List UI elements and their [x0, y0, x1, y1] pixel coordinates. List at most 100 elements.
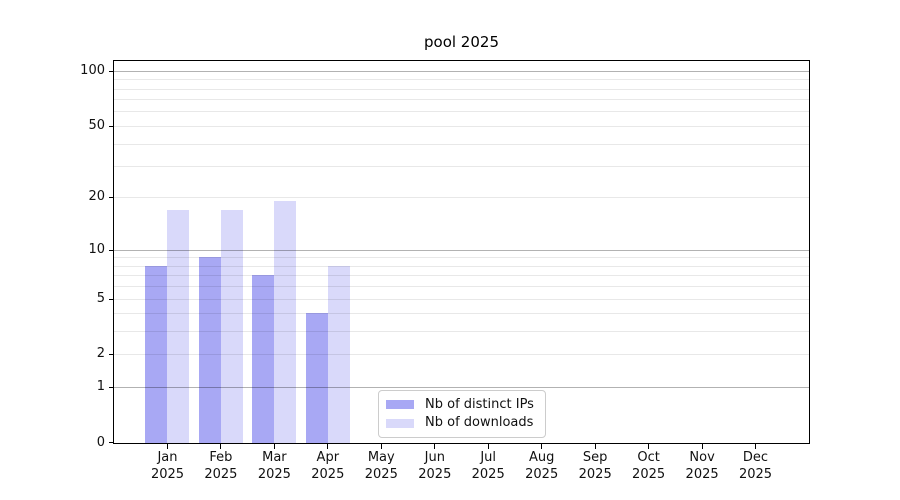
x-tick-year: 2025 [311, 467, 345, 482]
y-axis-tick-label: 100 [80, 62, 105, 78]
y-axis-tick-label: 1 [96, 379, 105, 395]
bar-downloads [274, 201, 297, 443]
x-tick-year: 2025 [525, 467, 559, 482]
legend-swatch-distinct-ips-icon [386, 400, 414, 410]
gridline-minor [114, 354, 809, 356]
y-axis-tick [109, 197, 114, 199]
y-axis-tick [109, 70, 114, 72]
x-tick-year: 2025 [738, 467, 773, 482]
y-axis-tick-label: 10 [88, 241, 105, 257]
gridline-minor [114, 197, 809, 199]
gridline-major [114, 387, 809, 389]
gridline-minor [114, 99, 809, 101]
legend: Nb of distinct IPs Nb of downloads [378, 390, 546, 438]
x-axis-tick-label: Oct 2025 [617, 449, 681, 483]
x-tick-month: May [367, 450, 395, 465]
bar-downloads [327, 265, 350, 443]
gridline-minor [114, 166, 809, 167]
x-axis-tick [167, 443, 168, 449]
x-axis-tick [434, 443, 436, 449]
x-axis-tick-label: Nov 2025 [670, 449, 734, 483]
bar-distinct-ips [252, 275, 275, 443]
x-axis-tick [541, 443, 543, 449]
x-axis-tick [701, 443, 703, 449]
bar-downloads [220, 209, 243, 443]
bar-downloads [167, 209, 190, 443]
x-tick-month: Aug [528, 450, 555, 465]
x-tick-month: Jul [480, 450, 497, 465]
x-axis-tick-label: Dec 2025 [724, 449, 788, 483]
gridline-minor [114, 275, 809, 277]
x-axis-tick [273, 443, 275, 449]
x-axis-tick [755, 443, 756, 449]
x-axis-tick-label: Aug 2025 [510, 449, 574, 483]
x-tick-year: 2025 [471, 467, 505, 482]
legend-label-distinct-ips: Nb of distinct IPs [425, 396, 534, 412]
y-axis-tick-label: 0 [96, 435, 105, 450]
gridline-minor [114, 88, 809, 90]
x-tick-year: 2025 [685, 467, 719, 482]
x-axis-tick-label: Feb 2025 [189, 449, 253, 483]
gridline-minor [114, 111, 809, 113]
x-axis-tick [380, 443, 382, 449]
x-tick-year: 2025 [632, 467, 666, 482]
x-axis-tick-label: Jun 2025 [403, 449, 467, 483]
y-axis-tick-label: 20 [88, 189, 105, 205]
x-axis-tick-label: Mar 2025 [242, 449, 306, 483]
x-axis-tick [327, 443, 329, 449]
x-tick-month: Sep [582, 450, 608, 465]
x-axis-tick [487, 443, 489, 449]
x-axis-tick-label: May 2025 [349, 449, 413, 483]
y-axis-tick-label: 2 [96, 346, 105, 362]
x-axis-tick-label: Jan 2025 [136, 449, 200, 483]
x-tick-year: 2025 [364, 467, 398, 482]
x-axis-tick-label: Apr 2025 [296, 449, 360, 483]
x-tick-month: Jan [157, 450, 178, 465]
gridline-minor [114, 79, 809, 81]
y-axis-tick [109, 442, 114, 443]
legend-swatch-downloads-icon [386, 418, 414, 428]
x-axis-tick [220, 443, 222, 449]
y-axis-tick-label: 50 [88, 117, 105, 133]
y-axis-tick [109, 125, 114, 127]
x-tick-month: Oct [637, 450, 660, 465]
x-tick-year: 2025 [204, 467, 238, 482]
x-tick-month: Apr [316, 450, 340, 465]
x-tick-month: Feb [209, 450, 233, 465]
legend-label-downloads: Nb of downloads [425, 415, 534, 431]
y-axis-tick [109, 298, 114, 300]
x-tick-month: Dec [742, 450, 769, 465]
gridline-major [114, 249, 809, 251]
plot-area: 0 1 2 5 10 20 50 100 Jan 2025 Feb 2025 Mar 2025 Apr 202… [80, 60, 810, 482]
x-axis-tick [594, 443, 596, 449]
gridline-minor [114, 313, 809, 315]
bar-distinct-ips [198, 257, 221, 443]
gridline-minor [114, 331, 809, 333]
chart-title: pool 2025 [424, 33, 499, 51]
legend-item-downloads: Nb of downloads [386, 415, 538, 431]
x-tick-year: 2025 [578, 467, 612, 482]
bar-distinct-ips [145, 265, 168, 443]
gridline-minor [114, 298, 809, 300]
x-tick-month: Jun [424, 450, 445, 465]
bar-distinct-ips [305, 313, 328, 443]
x-tick-year: 2025 [257, 467, 291, 482]
gridline-minor [114, 265, 809, 267]
y-axis-tick [109, 354, 114, 356]
gridline-major [114, 70, 809, 72]
x-axis-tick-label: Sep 2025 [563, 449, 627, 483]
legend-item-distinct-ips: Nb of distinct IPs [386, 397, 538, 413]
gridline-minor [114, 257, 809, 259]
x-tick-year: 2025 [418, 467, 452, 482]
y-axis-tick [109, 249, 114, 251]
y-axis-tick-label: 5 [96, 290, 105, 306]
gridline-minor [114, 286, 809, 288]
y-axis-tick [109, 387, 114, 389]
x-axis-tick-label: Jul 2025 [456, 449, 520, 483]
x-axis-tick [648, 443, 650, 449]
x-tick-month: Nov [689, 450, 715, 465]
x-tick-month: Mar [262, 450, 287, 465]
gridline-minor [114, 143, 809, 145]
x-tick-year: 2025 [150, 467, 185, 482]
